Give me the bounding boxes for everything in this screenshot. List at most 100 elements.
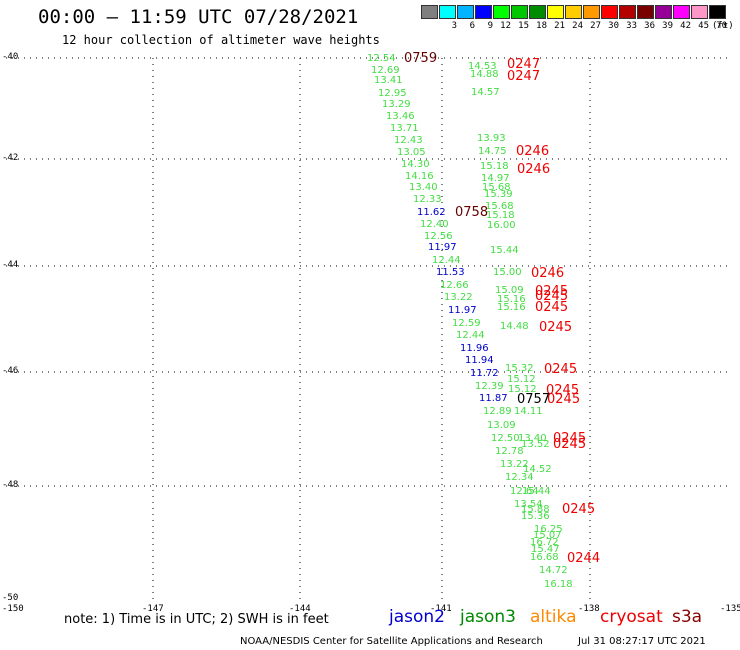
legend-s3a: s3a [672,607,703,627]
pass-time-label: 0245 [562,502,596,517]
pass-time-label: 0246 [517,162,551,177]
wave-height-value: 13.09 [487,420,516,431]
wave-height-value: 12.34 [505,472,534,483]
wave-height-value: 15.39 [484,189,513,200]
lon-label: -147 [142,604,164,614]
color-swatch [619,5,636,19]
legend-jason3: jason3 [460,607,516,627]
wave-height-value: 15.44 [490,245,519,256]
color-scale-label: 18 [536,21,547,31]
wave-height-value: 12.95 [378,88,407,99]
wave-height-value: 12.33 [413,194,442,205]
wave-height-value: 13.29 [382,99,411,110]
pass-time-label: 0757 [517,392,551,407]
pass-time-label: 0759 [404,51,438,66]
wave-height-value: 11.72 [470,368,499,379]
wave-height-value: 15.32 [505,363,534,374]
wave-height-value: 15.88 [521,504,550,515]
lat-label: -48 [2,480,19,490]
pass-time-label: 0244 [567,551,601,566]
color-scale-label: 27 [590,21,601,31]
color-swatch [655,5,672,19]
legend-jason2: jason2 [389,607,445,627]
wave-height-value: 11.97 [428,242,457,253]
pass-time-label: 0247 [507,69,541,84]
color-scale-label: 24 [572,21,583,31]
wave-height-value: 15.36 [521,511,550,522]
page-title: 00:00 – 11:59 UTC 07/28/2021 [38,6,359,28]
color-scale-unit: (ft) [712,21,734,31]
pass-time-label: 0245 [547,392,581,407]
wave-height-value: 13.40 [409,182,438,193]
color-swatch [493,5,510,19]
wave-height-value: 14.30 [401,159,430,170]
color-swatch [637,5,654,19]
pass-time-label: 0246 [531,266,565,281]
color-scale-label: 21 [554,21,565,31]
pass-time-label: 0245 [539,320,573,335]
wave-height-value: 15.09 [495,285,524,296]
wave-height-value: 13.71 [390,123,419,134]
wave-height-value: 16.72 [530,537,559,548]
wave-height-value: 12.44 [432,255,461,266]
color-scale-label: 6 [469,21,475,31]
footer-credit: NOAA/NESDIS Center for Satellite Applica… [240,636,543,647]
wave-height-value: 16.25 [534,524,563,535]
note-text: note: 1) Time is in UTC; 2) SWH is in fe… [64,612,329,627]
color-scale-label: 12 [500,21,511,31]
wave-height-value: 11.94 [465,355,494,366]
wave-height-value: 14.48 [500,321,529,332]
wave-height-value: 14.75 [478,146,507,157]
wave-height-value: 14.11 [514,406,543,417]
wave-height-value: 15.07 [533,530,562,541]
wave-height-value: 12.54 [367,53,396,64]
color-scale-label: 33 [626,21,637,31]
wave-height-value: 14.53 [468,61,497,72]
lat-label: -42 [2,153,19,163]
color-scale-label: 15 [518,21,529,31]
pass-time-label: 0245 [535,284,569,299]
wave-height-value: 11.87 [479,393,508,404]
legend-cryosat: cryosat [600,607,663,627]
color-scale-label: 9 [487,21,493,31]
lat-label: -44 [2,260,19,270]
footer-timestamp: Jul 31 08:27:17 UTC 2021 [578,636,706,647]
wave-height-value: 16.00 [487,220,516,231]
color-swatch [691,5,708,19]
color-swatch [673,5,690,19]
wave-height-value: 12.64 [510,486,539,497]
lon-label: -138 [578,604,600,614]
pass-time-label: 0246 [516,144,550,159]
wave-height-value: 13.46 [386,111,415,122]
wave-height-value: 14.57 [471,87,500,98]
page-subtitle: 12 hour collection of altimeter wave hei… [62,33,380,47]
wave-height-value: 13.52 [521,439,550,450]
color-swatch [511,5,528,19]
wave-height-value: 15.12 [507,374,536,385]
wave-height-value: 12.44 [456,330,485,341]
wave-height-value: 12.66 [440,280,469,291]
lon-label: -150 [2,604,24,614]
pass-time-label: 0245 [553,431,587,446]
pass-time-label: 0245 [544,362,578,377]
wave-height-value: 12.89 [483,406,512,417]
wave-height-value: 11.97 [448,305,477,316]
lat-label: -50 [2,593,19,603]
wave-height-value: 12.56 [424,231,453,242]
wave-height-value: 15.16 [497,302,526,313]
color-swatch [439,5,456,19]
color-scale-labels: 3 6 9 12 15 18 21 24 27 30 33 36 39 42 45 70 [421,21,727,31]
wave-height-value: 13.41 [374,75,403,86]
wave-height-value: 11.62 [417,207,446,218]
lat-label: -40 [2,52,19,62]
wave-height-value: 15.18 [486,210,515,221]
wave-height-value: 13.22 [444,292,473,303]
color-swatch [421,5,438,19]
pass-time-label: 0758 [455,205,489,220]
wave-height-value: 14.72 [539,565,568,576]
wave-height-value: 14.16 [405,171,434,182]
wave-height-value: 12.39 [475,381,504,392]
wave-height-value: 13.40 [518,433,547,444]
wave-height-value: 14.97 [481,173,510,184]
